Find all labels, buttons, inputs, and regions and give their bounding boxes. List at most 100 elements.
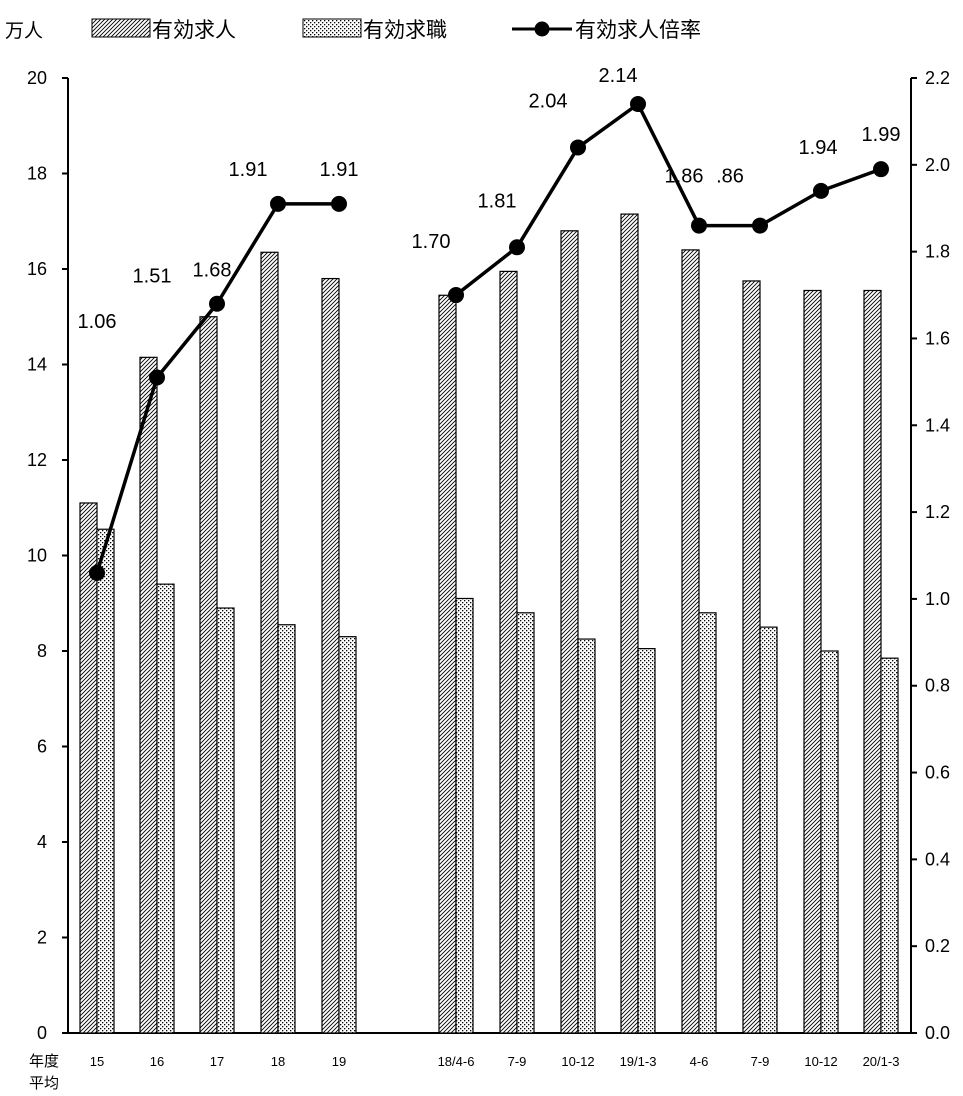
right-tick-label: 0.6 <box>925 763 950 783</box>
category-label: 10-12 <box>804 1054 837 1069</box>
bar-job-offers <box>139 356 158 1034</box>
bar-job-seekers <box>637 648 656 1034</box>
ratio-point <box>270 195 286 212</box>
ratio-point <box>89 564 105 581</box>
category-label: 18 <box>271 1054 285 1069</box>
category-labels: 15 16 17 18 19 18/4-6 7-9 10-12 19/1-3 4-6 7-9 10-1… <box>90 1054 900 1069</box>
right-tick-label: 1.8 <box>925 242 950 262</box>
left-tick-label: 0 <box>37 1023 47 1043</box>
ratio-point <box>331 195 347 212</box>
left-axis-unit: 万人 <box>5 20 43 42</box>
ratio-data-label: 2.04 <box>529 90 568 112</box>
ratio-data-label: 1.51 <box>133 266 172 288</box>
left-tick-label: 10 <box>27 546 47 566</box>
category-label: 18/4-6 <box>438 1054 475 1069</box>
left-tick-label: 8 <box>37 641 47 661</box>
left-tick-label: 14 <box>27 355 47 375</box>
bar-job-offers <box>742 280 761 1034</box>
right-axis-ticks: 0.0 0.2 0.4 0.6 0.8 1.0 1.2 1.4 1.6 1.8 2.0 2.2 <box>911 68 950 1043</box>
category-label: 17 <box>210 1054 224 1069</box>
ratio-line-path <box>454 102 882 297</box>
bar-job-offers <box>79 502 98 1034</box>
bar-job-offers <box>681 249 700 1034</box>
right-tick-label: 0.4 <box>925 849 950 869</box>
right-tick-label: 0.0 <box>925 1023 950 1043</box>
ratio-point <box>630 96 646 113</box>
left-tick-label: 20 <box>27 68 47 88</box>
category-label: 19/1-3 <box>620 1054 657 1069</box>
legend-label-ratio: 有効求人倍率 <box>575 18 701 42</box>
right-tick-label: 1.2 <box>925 502 950 522</box>
ratio-data-label: 1.91 <box>229 159 268 181</box>
left-axis-ticks: 0 2 4 6 8 10 12 14 16 18 20 <box>27 68 68 1043</box>
ratio-data-label: 1.91 <box>320 159 359 181</box>
ratio-data-label: 1.94 <box>799 137 838 159</box>
ratio-data-label: 1.81 <box>478 190 517 212</box>
legend-swatch-job-offers <box>91 18 151 38</box>
ratio-point <box>570 139 586 156</box>
ratio-point <box>691 217 707 234</box>
ratio-point <box>209 295 225 312</box>
left-tick-label: 4 <box>37 832 47 852</box>
ratio-data-label: .86 <box>716 166 744 188</box>
category-label: 7-9 <box>751 1054 770 1069</box>
right-tick-label: 0.2 <box>925 936 950 956</box>
legend-swatch-job-seekers <box>302 18 362 38</box>
bar-job-offers <box>863 289 882 1034</box>
bar-job-seekers <box>516 612 535 1034</box>
category-label: 16 <box>150 1054 164 1069</box>
left-tick-label: 12 <box>27 450 47 470</box>
bar-job-seekers <box>338 636 357 1034</box>
ratio-data-label: 1.86 <box>665 166 704 188</box>
ratio-point <box>509 239 525 256</box>
bar-job-offers <box>260 251 279 1034</box>
category-label: 20/1-3 <box>863 1054 900 1069</box>
right-tick-label: 2.0 <box>925 155 950 175</box>
bar-job-seekers <box>455 597 474 1034</box>
right-tick-label: 1.6 <box>925 328 950 348</box>
bar-job-seekers <box>216 607 235 1034</box>
ratio-point <box>149 369 165 386</box>
legend-label-job-seekers: 有効求職 <box>363 18 447 42</box>
category-label: 15 <box>90 1054 104 1069</box>
bar-job-seekers <box>156 583 175 1034</box>
legend: 有効求人 有効求職 有効求人倍率 <box>91 18 701 42</box>
left-tick-label: 18 <box>27 164 47 184</box>
bar-job-offers <box>499 270 518 1034</box>
right-tick-label: 2.2 <box>925 68 950 88</box>
bar-job-offers <box>199 316 218 1034</box>
bar-job-offers <box>620 213 639 1034</box>
ratio-data-label: 2.14 <box>599 65 638 87</box>
ratio-data-label: 1.70 <box>412 231 451 253</box>
legend-label-job-offers: 有効求人 <box>152 18 236 42</box>
right-tick-label: 1.0 <box>925 589 950 609</box>
right-tick-label: 0.8 <box>925 676 950 696</box>
category-label: 4-6 <box>690 1054 709 1069</box>
bar-job-offers <box>321 277 340 1034</box>
ratio-line-series <box>89 96 889 581</box>
legend-marker-ratio <box>534 21 550 37</box>
bar-job-seekers <box>277 624 296 1034</box>
ratio-data-label: 1.06 <box>78 311 117 333</box>
bar-job-seekers <box>820 650 839 1034</box>
left-tick-label: 6 <box>37 737 47 757</box>
bar-series <box>79 213 899 1034</box>
category-label: 19 <box>332 1054 346 1069</box>
bar-job-seekers <box>880 657 899 1034</box>
category-label: 10-12 <box>561 1054 594 1069</box>
x-prefix-label-line1: 年度 <box>29 1052 59 1070</box>
category-label: 7-9 <box>508 1054 527 1069</box>
ratio-point <box>873 161 889 178</box>
ratio-point <box>448 287 464 304</box>
bar-job-seekers <box>96 528 115 1034</box>
x-prefix-label-line2: 平均 <box>29 1074 59 1092</box>
bar-job-seekers <box>759 626 778 1034</box>
left-tick-label: 2 <box>37 928 47 948</box>
bar-job-seekers <box>698 612 717 1034</box>
right-tick-label: 1.4 <box>925 415 950 435</box>
bar-job-offers <box>560 230 579 1034</box>
left-tick-label: 16 <box>27 259 47 279</box>
bar-job-offers <box>803 289 822 1034</box>
ratio-data-label: 1.68 <box>193 260 232 282</box>
